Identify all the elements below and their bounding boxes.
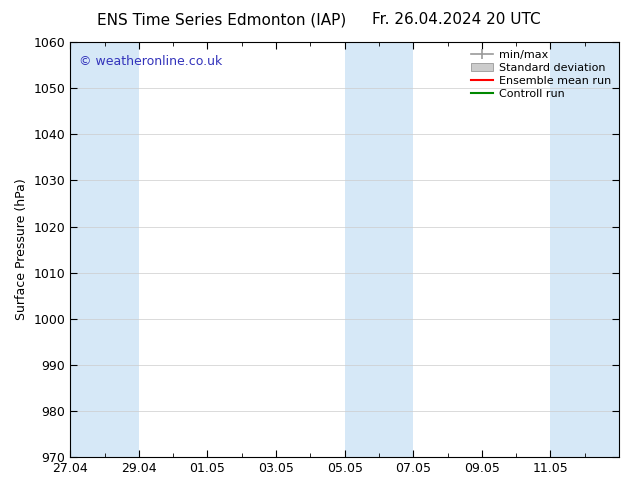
Bar <box>70 42 139 457</box>
Text: Fr. 26.04.2024 20 UTC: Fr. 26.04.2024 20 UTC <box>372 12 541 27</box>
Text: © weatheronline.co.uk: © weatheronline.co.uk <box>79 54 222 68</box>
Bar <box>550 42 619 457</box>
Y-axis label: Surface Pressure (hPa): Surface Pressure (hPa) <box>15 179 28 320</box>
Bar <box>345 42 413 457</box>
Legend: min/max, Standard deviation, Ensemble mean run, Controll run: min/max, Standard deviation, Ensemble me… <box>469 48 614 101</box>
Text: ENS Time Series Edmonton (IAP): ENS Time Series Edmonton (IAP) <box>97 12 347 27</box>
